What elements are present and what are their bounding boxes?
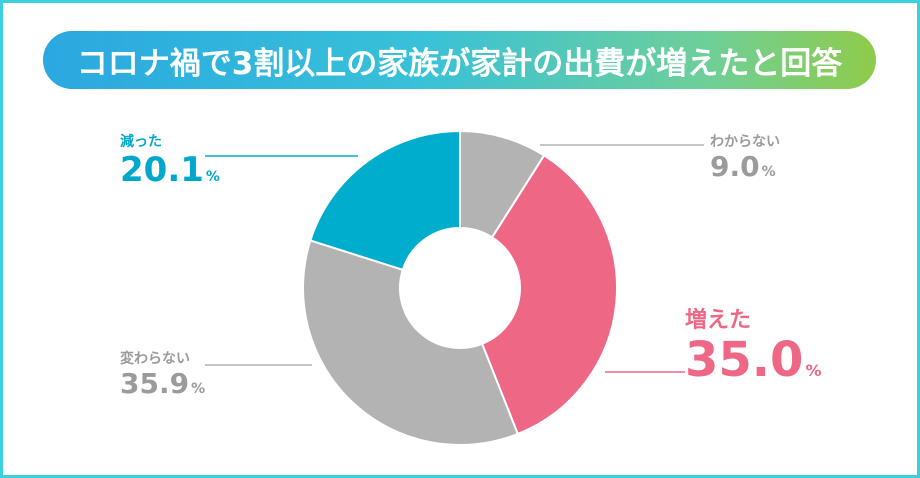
slice-unchanged [302,239,520,446]
slice-decreased [309,129,461,272]
label-increased-name: 増えた [685,308,752,333]
label-unknown-value: 9.0 [710,150,760,183]
label-increased: 増えた 35.0% [685,308,822,385]
label-unchanged-value: 35.9 [120,367,190,400]
label-unknown-name: わからない [710,134,780,150]
chart-title: コロナ禍で3割以上の家族が家計の出費が増えたと回答 [43,31,876,89]
label-decreased-value: 20.1 [120,150,204,190]
label-unknown: わからない 9.0% [710,133,780,181]
slice-increased [480,154,618,436]
label-increased-value: 35.0 [685,332,804,388]
chart-title-text: コロナ禍で3割以上の家族が家計の出費が増えたと回答 [76,45,843,82]
label-unchanged-name: 変わらない [120,351,190,367]
label-increased-unit: % [805,361,822,380]
label-unchanged-unit: % [191,381,206,397]
label-decreased-name: 減った [120,134,162,150]
label-decreased-unit: % [205,169,220,185]
label-decreased: 減った 20.1% [120,133,220,187]
label-unknown-unit: % [761,164,776,180]
label-unchanged: 変わらない 35.9% [120,350,205,398]
